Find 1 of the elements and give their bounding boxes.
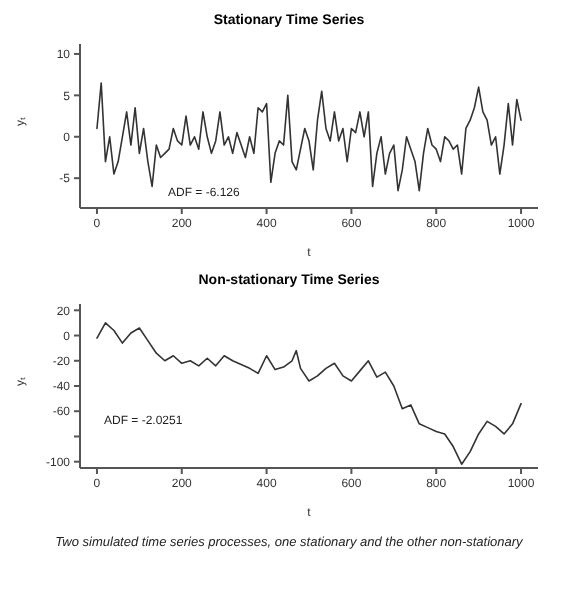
line-series	[96, 322, 522, 466]
